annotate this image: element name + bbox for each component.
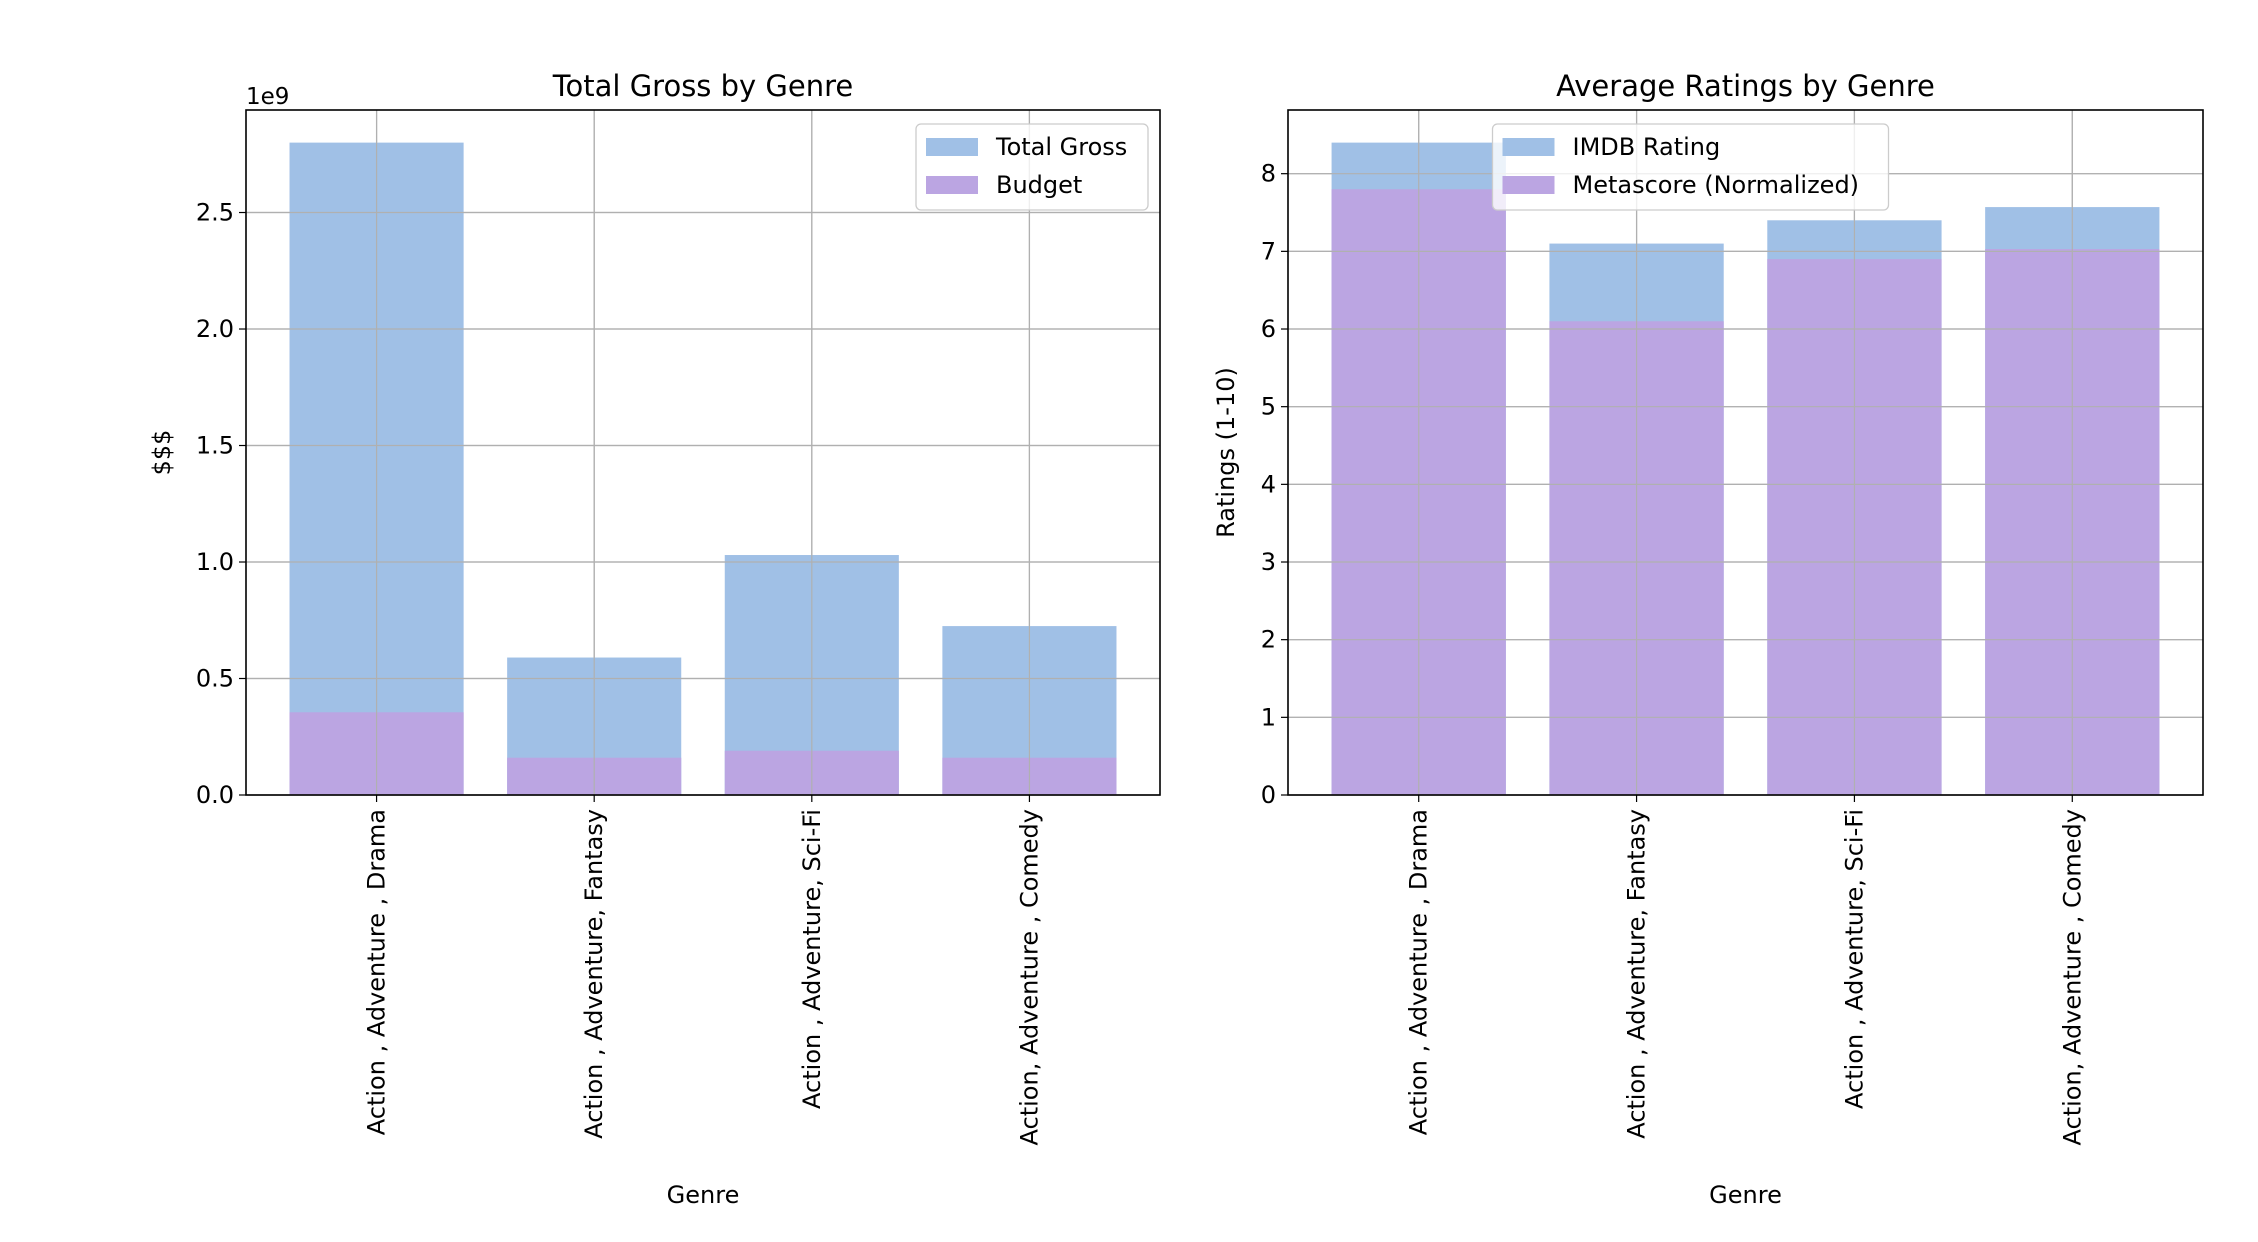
x-tick-label: Action , Adventure, Sci-Fi bbox=[798, 809, 826, 1109]
x-axis-label: Genre bbox=[667, 1181, 740, 1209]
y-tick-label: 0.0 bbox=[196, 781, 234, 809]
y-tick-label: 1.5 bbox=[196, 432, 234, 460]
legend-swatch-1 bbox=[926, 138, 978, 156]
legend: Total Gross Budget bbox=[915, 123, 1149, 211]
x-tick-label: Action , Adventure , Drama bbox=[363, 809, 391, 1135]
y-tick-label: 7 bbox=[1261, 237, 1276, 265]
y-axis-label: $$$ bbox=[148, 430, 176, 476]
y-tick-label: 6 bbox=[1261, 315, 1276, 343]
plot-frame bbox=[1287, 109, 2204, 796]
chart-title: Average Ratings by Genre bbox=[1556, 69, 1935, 103]
y-tick-label: 1.0 bbox=[196, 548, 234, 576]
y-tick-label: 0.5 bbox=[196, 665, 234, 693]
y-offset-label: 1e9 bbox=[246, 84, 289, 110]
legend-label-1: IMDB Rating bbox=[1573, 133, 1721, 161]
y-tick-label: 1 bbox=[1261, 703, 1276, 731]
legend-swatch-2 bbox=[1502, 176, 1555, 194]
x-tick-label: Action , Adventure, Fantasy bbox=[1623, 809, 1651, 1139]
y-axis-label: Ratings (1-10) bbox=[1212, 367, 1240, 538]
legend-label-2: Metascore (Normalized) bbox=[1573, 171, 1860, 199]
y-tick-label: 0 bbox=[1261, 781, 1276, 809]
legend-label-2: Budget bbox=[996, 171, 1082, 199]
y-tick-label: 4 bbox=[1261, 470, 1276, 498]
legend-swatch-1 bbox=[1502, 138, 1555, 156]
x-tick-label: Action , Adventure , Drama bbox=[1405, 809, 1433, 1135]
legend-swatch-2 bbox=[926, 176, 978, 194]
chart-panel-2: 0 1 2 3 4 5 6 7 8 Action , Adventure , Drama Actio… bbox=[1212, 69, 2204, 1209]
legend: IMDB Rating Metascore (Normalized) bbox=[1491, 123, 1890, 211]
chart-title: Total Gross by Genre bbox=[552, 69, 854, 103]
y-tick-label: 8 bbox=[1261, 160, 1276, 188]
y-tick-label: 5 bbox=[1261, 393, 1276, 421]
y-tick-label: 3 bbox=[1261, 548, 1276, 576]
x-tick-label: Action , Adventure, Fantasy bbox=[580, 809, 608, 1139]
plot-frame bbox=[245, 109, 1161, 796]
y-tick-label: 2.5 bbox=[196, 199, 234, 227]
y-tick-label: 2.0 bbox=[196, 315, 234, 343]
y-tick-label: 2 bbox=[1261, 626, 1276, 654]
legend-label-1: Total Gross bbox=[995, 133, 1127, 161]
x-axis-label: Genre bbox=[1709, 1181, 1782, 1209]
x-tick-label: Action, Adventure , Comedy bbox=[1015, 809, 1043, 1145]
chart-panel-1: 0.0 0.5 1.0 1.5 2.0 2.5 Action , Adventure , D… bbox=[148, 69, 1161, 1209]
x-tick-label: Action , Adventure, Sci-Fi bbox=[1840, 809, 1868, 1109]
x-tick-label: Action, Adventure , Comedy bbox=[2058, 809, 2086, 1145]
legend-box bbox=[1491, 123, 1890, 211]
